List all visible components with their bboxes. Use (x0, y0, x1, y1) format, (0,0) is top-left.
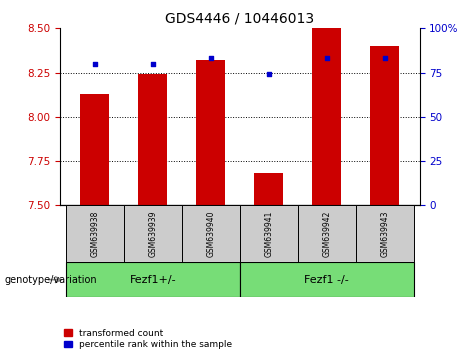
Point (381, 56, 389, 61)
Point (149, 61, 156, 67)
Bar (66, 262, 240, 297)
Bar (196, 60, 225, 205)
Point (207, 56, 214, 61)
Bar (312, 28, 341, 205)
Text: GSM639941: GSM639941 (264, 210, 273, 257)
Bar (138, 74, 167, 205)
Point (91, 61, 98, 67)
Point (265, 72, 272, 77)
Bar (356, 205, 414, 262)
Bar (66, 205, 124, 262)
Text: GSM639942: GSM639942 (322, 210, 331, 257)
Bar (124, 205, 182, 262)
Legend: transformed count, percentile rank within the sample: transformed count, percentile rank withi… (65, 329, 232, 349)
Bar (370, 46, 399, 205)
Bar (240, 205, 298, 262)
Text: GSM639940: GSM639940 (206, 210, 215, 257)
Bar (240, 262, 414, 297)
Bar (254, 173, 283, 205)
Title: GDS4446 / 10446013: GDS4446 / 10446013 (165, 12, 314, 26)
Text: GSM639943: GSM639943 (380, 210, 389, 257)
Text: GSM639938: GSM639938 (90, 210, 99, 257)
Point (323, 56, 331, 61)
Bar (298, 205, 356, 262)
Bar (80, 94, 109, 205)
Text: genotype/variation: genotype/variation (5, 275, 97, 285)
Text: GSM639939: GSM639939 (148, 210, 157, 257)
Text: Fezf1+/-: Fezf1+/- (130, 275, 176, 285)
Text: Fezf1 -/-: Fezf1 -/- (304, 275, 349, 285)
Bar (182, 205, 240, 262)
